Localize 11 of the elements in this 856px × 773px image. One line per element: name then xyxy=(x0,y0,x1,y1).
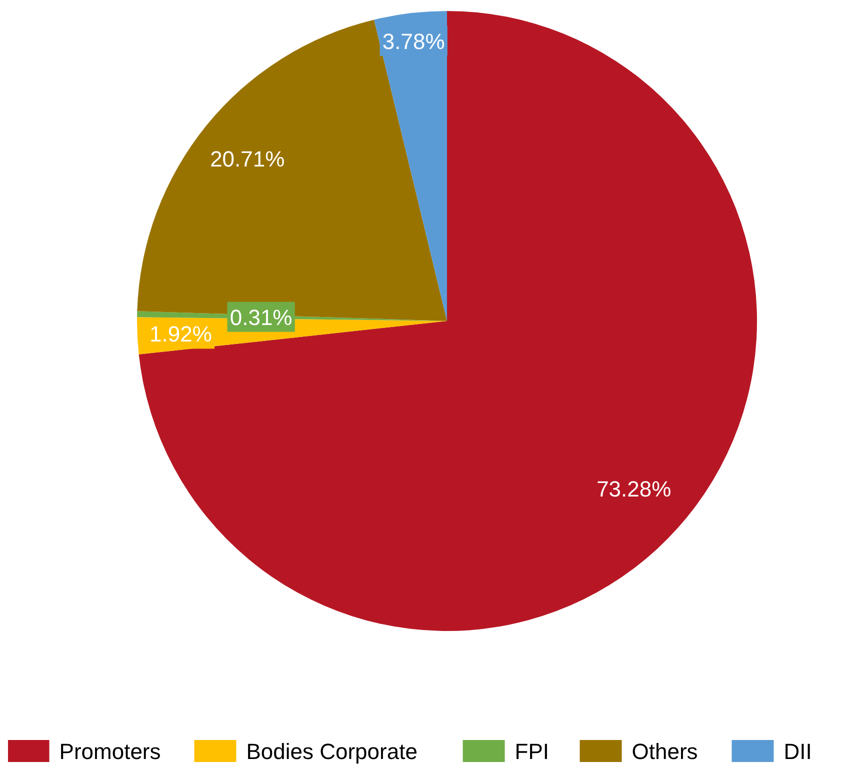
data-label: 20.71% xyxy=(210,146,285,172)
legend-label: Bodies Corporate xyxy=(246,739,418,764)
legend-label: FPI xyxy=(514,739,550,764)
legend-label: Promoters xyxy=(59,739,161,764)
data-label: 0.31% xyxy=(230,304,292,330)
legend-label: Others xyxy=(632,739,698,764)
legend-label: DII xyxy=(784,739,812,764)
data-label: 3.78% xyxy=(382,28,445,54)
data-label: 73.28% xyxy=(596,476,672,502)
data-label: 1.92% xyxy=(150,322,212,347)
pie-slice xyxy=(138,11,757,631)
